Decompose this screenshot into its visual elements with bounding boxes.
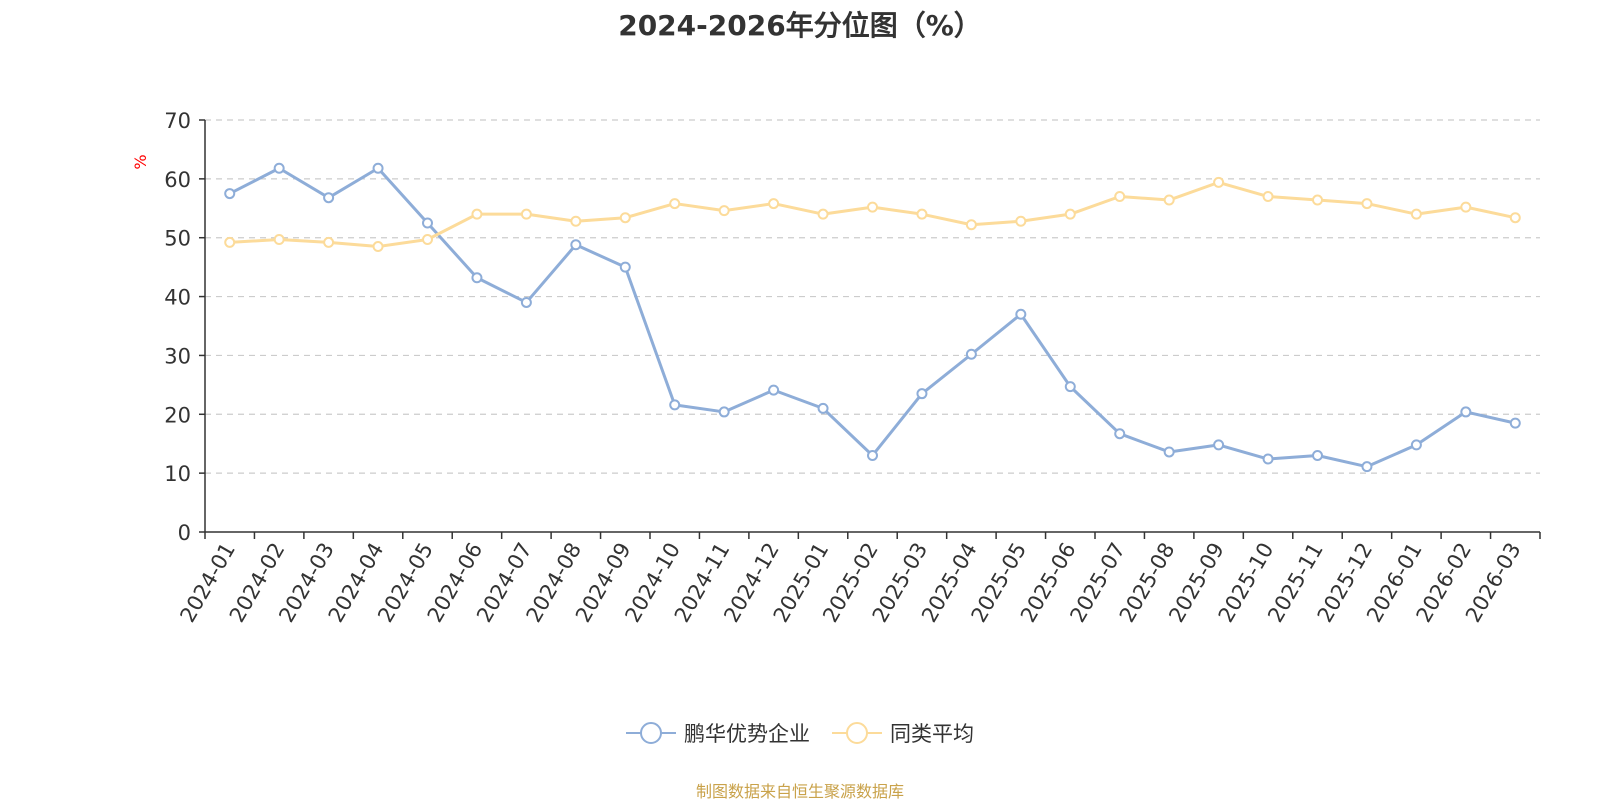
y-tick-label: 30 [164,344,191,368]
data-point[interactable] [1163,194,1175,206]
data-point[interactable] [1213,439,1225,451]
data-point[interactable] [768,198,780,210]
data-point[interactable] [817,208,829,220]
data-point[interactable] [1015,215,1027,227]
data-point[interactable] [520,208,532,220]
y-tick-label: 40 [164,286,191,310]
y-tick-label: 10 [164,462,191,486]
data-point[interactable] [1262,453,1274,465]
data-point[interactable] [1460,201,1472,213]
chart-title: 2024-2026年分位图（%） [618,9,982,42]
data-point[interactable] [471,272,483,284]
legend-label-fund: 鹏华优势企业 [684,722,810,746]
data-point[interactable] [669,198,681,210]
data-point[interactable] [1509,212,1521,224]
grid-lines [205,119,1540,474]
series-lines [224,162,1521,473]
series-line [229,166,1516,469]
data-point[interactable] [224,188,236,200]
data-point[interactable] [273,233,285,245]
data-point[interactable] [1015,308,1027,320]
legend: 鹏华优势企业 同类平均 [0,718,1600,748]
data-point[interactable] [323,192,335,204]
data-point[interactable] [422,233,433,245]
data-point[interactable] [1509,417,1521,429]
data-point[interactable] [224,236,236,248]
data-point[interactable] [1114,428,1126,440]
data-point[interactable] [916,208,928,220]
y-unit-label: % [131,154,150,169]
source-note: 制图数据来自恒生聚源数据库 [695,782,904,801]
y-tick-label: 50 [164,227,191,251]
data-point[interactable] [1361,461,1373,473]
data-point[interactable] [768,384,780,396]
data-point[interactable] [1064,381,1076,393]
legend-label-peer-average: 同类平均 [890,722,974,746]
data-point[interactable] [1460,406,1472,418]
data-point[interactable] [570,215,582,227]
data-point[interactable] [1064,208,1076,220]
legend-line-circle-icon [832,722,882,744]
data-point[interactable] [669,399,681,411]
data-point[interactable] [916,388,928,400]
data-point[interactable] [1213,176,1225,188]
data-point[interactable] [619,261,631,273]
data-point[interactable] [718,406,730,418]
chart-plot: 0102030405060702024-012024-022024-032024… [131,109,1541,626]
y-tick-label: 60 [164,168,191,192]
y-tick-label: 70 [164,109,191,133]
legend-item-fund[interactable]: 鹏华优势企业 [626,718,810,748]
legend-line-circle-icon [626,722,676,744]
data-point[interactable] [422,217,433,229]
data-point[interactable] [520,296,532,308]
data-point[interactable] [1163,446,1175,458]
data-point[interactable] [1262,191,1274,203]
data-point[interactable] [1361,198,1373,210]
data-point[interactable] [1114,191,1126,203]
data-point[interactable] [570,239,582,251]
data-point[interactable] [372,162,384,174]
data-point[interactable] [1312,194,1323,206]
data-point[interactable] [965,348,977,360]
data-point[interactable] [965,219,977,231]
data-point[interactable] [1312,449,1323,461]
data-point[interactable] [471,208,483,220]
data-point[interactable] [867,449,878,461]
data-point[interactable] [323,236,335,248]
series-line [229,180,1516,249]
data-point[interactable] [1410,439,1422,451]
data-point[interactable] [718,205,730,217]
y-tick-label: 0 [178,521,191,545]
axes: 0102030405060702024-012024-022024-032024… [164,109,1541,626]
data-point[interactable] [1410,208,1422,220]
data-point[interactable] [273,162,285,174]
y-tick-label: 20 [164,403,191,427]
data-point[interactable] [867,201,878,213]
legend-item-peer-average[interactable]: 同类平均 [832,718,974,748]
data-point[interactable] [372,241,384,253]
data-point[interactable] [619,212,631,224]
data-point[interactable] [817,402,829,414]
